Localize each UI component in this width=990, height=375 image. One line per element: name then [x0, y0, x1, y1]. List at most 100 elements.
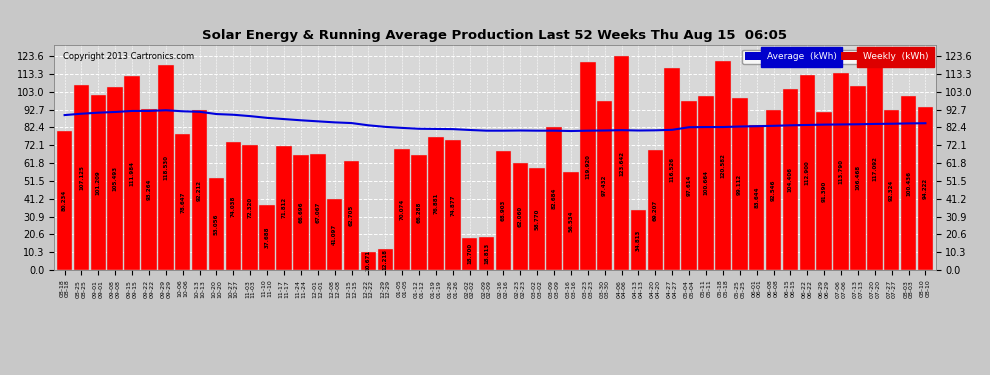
- Bar: [90, 95, 106, 270]
- Text: 113.790: 113.790: [839, 159, 843, 184]
- Bar: [479, 237, 494, 270]
- Text: 18.813: 18.813: [484, 243, 489, 264]
- Bar: [631, 210, 646, 270]
- Bar: [310, 154, 326, 270]
- Text: 111.984: 111.984: [130, 160, 135, 186]
- Text: 72.320: 72.320: [248, 197, 252, 218]
- Bar: [496, 151, 511, 270]
- Bar: [327, 199, 343, 270]
- Text: 100.664: 100.664: [704, 170, 709, 195]
- Text: 92.546: 92.546: [771, 179, 776, 201]
- Text: Copyright 2013 Cartronics.com: Copyright 2013 Cartronics.com: [63, 52, 194, 61]
- Bar: [867, 68, 882, 270]
- Bar: [344, 162, 359, 270]
- Text: 18.700: 18.700: [467, 243, 472, 264]
- Bar: [209, 178, 225, 270]
- Bar: [411, 155, 427, 270]
- Text: 12.218: 12.218: [383, 249, 388, 270]
- Text: 10.671: 10.671: [366, 250, 371, 272]
- Text: 53.056: 53.056: [214, 213, 219, 235]
- Text: 58.770: 58.770: [535, 209, 540, 230]
- Bar: [243, 145, 258, 270]
- Bar: [56, 131, 72, 270]
- Bar: [125, 76, 140, 270]
- Text: 107.125: 107.125: [79, 165, 84, 190]
- Text: 101.209: 101.209: [96, 170, 101, 195]
- Text: 91.390: 91.390: [822, 180, 827, 201]
- Text: 66.288: 66.288: [417, 202, 422, 223]
- Bar: [647, 150, 663, 270]
- Text: 92.324: 92.324: [889, 180, 894, 201]
- Bar: [597, 101, 613, 270]
- Text: 70.074: 70.074: [400, 199, 405, 220]
- Bar: [580, 63, 596, 270]
- Bar: [614, 56, 630, 270]
- Bar: [293, 154, 309, 270]
- Bar: [681, 101, 697, 270]
- Text: 62.060: 62.060: [518, 206, 523, 227]
- Text: 105.493: 105.493: [113, 166, 118, 191]
- Bar: [446, 140, 460, 270]
- Text: 37.688: 37.688: [264, 226, 269, 248]
- Text: 104.406: 104.406: [788, 167, 793, 192]
- Text: 82.684: 82.684: [551, 188, 556, 209]
- Text: 83.644: 83.644: [754, 187, 759, 209]
- Bar: [276, 146, 292, 270]
- Bar: [850, 86, 865, 270]
- Bar: [73, 85, 89, 270]
- Text: 68.903: 68.903: [501, 200, 506, 221]
- Text: 116.526: 116.526: [669, 157, 675, 182]
- Text: 119.920: 119.920: [585, 154, 590, 178]
- Bar: [800, 75, 815, 270]
- Text: 123.642: 123.642: [619, 150, 624, 176]
- Text: 62.705: 62.705: [349, 205, 354, 226]
- Text: 69.207: 69.207: [652, 200, 657, 221]
- Text: 100.436: 100.436: [906, 171, 911, 196]
- Bar: [226, 142, 242, 270]
- Bar: [748, 125, 764, 270]
- Bar: [108, 87, 123, 270]
- Legend: Average  (kWh), Weekly  (kWh): Average (kWh), Weekly (kWh): [742, 50, 931, 64]
- Bar: [192, 110, 207, 270]
- Bar: [664, 68, 680, 270]
- Text: 99.112: 99.112: [738, 174, 742, 195]
- Text: 74.038: 74.038: [231, 195, 236, 217]
- Bar: [901, 96, 917, 270]
- Bar: [715, 61, 731, 270]
- Title: Solar Energy & Running Average Production Last 52 Weeks Thu Aug 15  06:05: Solar Energy & Running Average Productio…: [203, 30, 787, 42]
- Bar: [394, 149, 410, 270]
- Bar: [360, 252, 376, 270]
- Text: 34.813: 34.813: [636, 229, 641, 251]
- Text: 80.234: 80.234: [62, 190, 67, 211]
- Text: 94.222: 94.222: [923, 178, 928, 199]
- Text: 56.534: 56.534: [568, 210, 573, 232]
- Bar: [918, 107, 934, 270]
- Bar: [732, 99, 747, 270]
- Text: 92.212: 92.212: [197, 180, 202, 201]
- Bar: [259, 205, 275, 270]
- Text: 120.582: 120.582: [721, 153, 726, 178]
- Text: 118.530: 118.530: [163, 155, 168, 180]
- Text: 76.881: 76.881: [434, 193, 439, 214]
- Bar: [175, 134, 190, 270]
- Bar: [546, 127, 562, 270]
- Bar: [142, 109, 156, 270]
- Text: 112.900: 112.900: [805, 160, 810, 184]
- Bar: [817, 112, 832, 270]
- Text: 41.097: 41.097: [333, 224, 338, 245]
- Text: 78.647: 78.647: [180, 191, 185, 213]
- Text: 67.067: 67.067: [315, 201, 321, 223]
- Bar: [513, 163, 528, 270]
- Text: 97.614: 97.614: [687, 175, 692, 196]
- Bar: [765, 110, 781, 270]
- Text: 66.696: 66.696: [298, 201, 303, 223]
- Bar: [698, 96, 714, 270]
- Bar: [158, 65, 173, 270]
- Bar: [783, 89, 798, 270]
- Text: 93.264: 93.264: [147, 178, 151, 200]
- Text: 117.092: 117.092: [872, 156, 877, 181]
- Text: 74.877: 74.877: [450, 195, 455, 216]
- Text: 106.468: 106.468: [855, 165, 860, 190]
- Text: 97.432: 97.432: [602, 175, 607, 196]
- Bar: [462, 238, 477, 270]
